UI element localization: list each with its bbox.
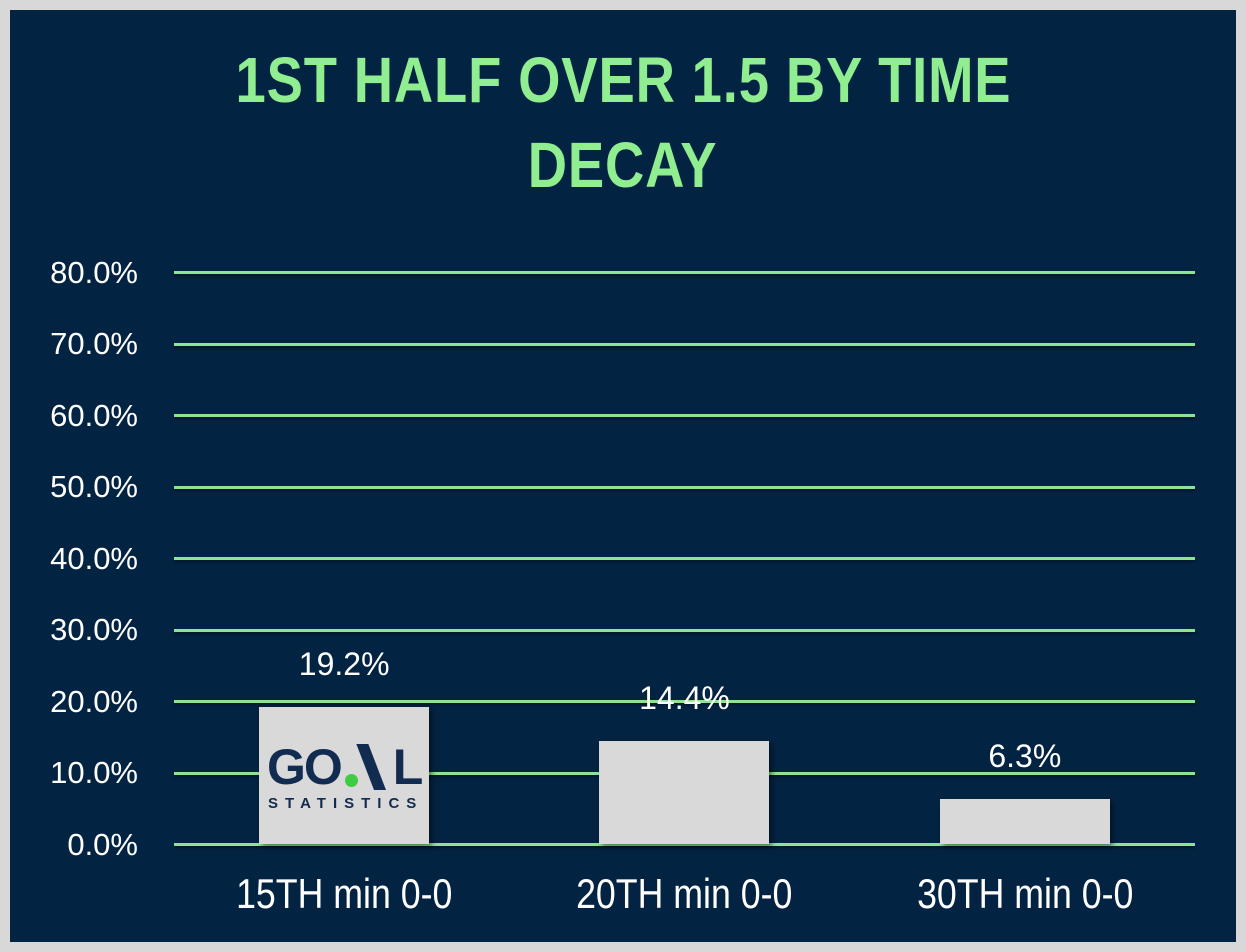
bar-value-label: 14.4%: [639, 680, 730, 717]
bar-value-label: 19.2%: [298, 645, 390, 682]
chart-title-line-1: 1ST HALF OVER 1.5 BY TIME: [235, 44, 1011, 116]
bar-series: 19.2% GO L STATISTICS 15TH min 0-0: [174, 272, 1195, 917]
logo-text-end: L: [392, 739, 424, 796]
y-tick-label: 0.0%: [67, 826, 138, 862]
x-axis-label-15th: 15TH min 0-0: [236, 870, 453, 917]
chart-title-line-2: DECAY: [528, 129, 718, 201]
gridline: 80.0%: [50, 255, 1195, 290]
gridline: 60.0%: [50, 398, 1195, 433]
bar-30th-min: [939, 798, 1110, 844]
gridline: 20.0%: [50, 684, 1195, 719]
bar-slot-30th-min: 6.3% 30TH min 0-0: [855, 272, 1195, 917]
y-tick-label: 60.0%: [50, 397, 138, 433]
y-tick-label: 20.0%: [50, 683, 138, 719]
logo-slash-icon: [356, 744, 386, 791]
y-tick-label: 80.0%: [50, 254, 138, 290]
gridlines: 80.0% 70.0% 60.0% 50.0% 40.0% 30.0% 20.0% 10.0%…: [50, 255, 1195, 862]
y-tick-label: 50.0%: [50, 469, 138, 504]
logo-word: GO L: [266, 739, 424, 796]
bar-value-label: 6.3%: [988, 737, 1062, 774]
logo-green-dot-icon: [344, 774, 358, 788]
gridline: 0.0%: [67, 827, 1195, 862]
y-tick-label: 40.0%: [50, 540, 138, 576]
x-axis-label-30th: 30TH min 0-0: [916, 870, 1133, 917]
y-tick-label: 10.0%: [50, 755, 138, 790]
logo-subtitle: STATISTICS: [268, 795, 424, 813]
goal-statistics-logo: GO L STATISTICS: [265, 738, 423, 812]
logo-text-start: GO: [266, 739, 343, 796]
bar-slot-20th-min: 14.4% 20TH min 0-0: [514, 272, 854, 917]
x-axis-label-20th: 20TH min 0-0: [576, 870, 793, 917]
bar-slot-15th-min: 19.2% GO L STATISTICS 15TH min 0-0: [174, 272, 514, 917]
gridline: 70.0%: [50, 326, 1195, 361]
gridline: 30.0%: [50, 612, 1195, 647]
y-tick-label: 30.0%: [50, 612, 138, 647]
chart-title: 1ST HALF OVER 1.5 BY TIME DECAY: [10, 38, 1236, 208]
bar-15th-min: GO L STATISTICS: [259, 706, 430, 844]
plot-area: 80.0% 70.0% 60.0% 50.0% 40.0% 30.0% 20.0% 10.0%…: [50, 255, 1195, 917]
bar-20th-min: [599, 741, 770, 844]
y-tick-label: 70.0%: [50, 326, 138, 361]
gridline: 40.0%: [50, 541, 1195, 576]
gridline: 50.0%: [50, 469, 1195, 504]
